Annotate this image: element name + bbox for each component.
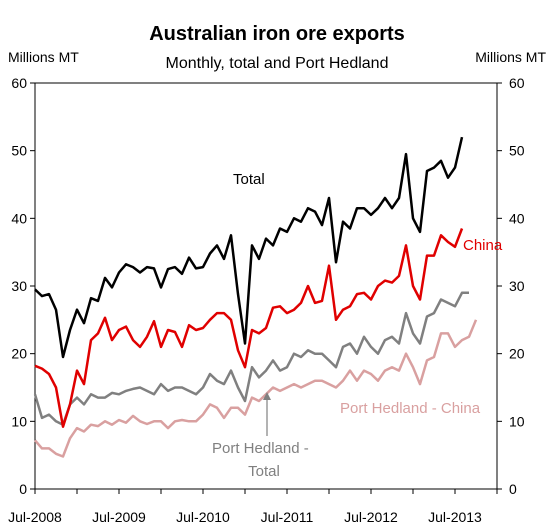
label-total: Total [233,171,265,188]
x-tick-label: Jul-2010 [176,509,230,525]
left-y-axis: 0 10 20 30 40 50 60 [11,75,35,497]
y-tick-label-right: 60 [509,75,525,91]
y-tick-label-right: 20 [509,346,525,362]
series-group [33,136,478,458]
chart-title: Australian iron ore exports [149,23,405,45]
y-tick-label-left: 0 [19,481,27,497]
y-tick-label-right: 50 [509,143,525,159]
label-port-hedland-china: Port Hedland - China [340,400,481,417]
arrow-head [263,392,271,400]
label-port-hedland-total-line2: Total [248,463,280,480]
x-tick-label: Jul-2013 [428,509,482,525]
chart-subtitle: Monthly, total and Port Hedland [166,55,389,72]
y-tick-label-right: 10 [509,413,525,429]
x-tick-label: Jul-2008 [8,509,62,525]
series-line-total [34,136,464,359]
y-tick-label-right: 30 [509,278,525,294]
x-tick-label: Jul-2011 [261,509,314,525]
y-tick-label-left: 20 [11,346,27,362]
series-line-port-hedland-total [33,291,469,426]
y-tick-label-left: 40 [11,210,27,226]
right-y-axis: 0 10 20 30 40 50 60 [497,75,525,497]
y-tick-label-left: 60 [11,75,27,91]
x-tick-label: Jul-2012 [344,509,398,525]
y-tick-label-left: 50 [11,143,27,159]
x-axis: Jul-2008 Jul-2009 Jul-2010 Jul-2011 Jul-2012… [8,489,498,525]
label-port-hedland-total-line1: Port Hedland - [212,440,309,457]
series-line-china [34,228,464,428]
label-china: China [463,237,503,254]
plot-frame [34,82,498,490]
y-tick-label-right: 40 [509,210,525,226]
right-axis-label: Millions MT [475,49,546,65]
y-tick-label-left: 10 [11,413,27,429]
left-axis-label: Millions MT [8,49,79,65]
x-tick-label: Jul-2009 [92,509,146,525]
y-tick-label-left: 30 [11,278,27,294]
y-tick-label-right: 0 [509,481,517,497]
series-line-port-hedland-china [34,319,478,458]
